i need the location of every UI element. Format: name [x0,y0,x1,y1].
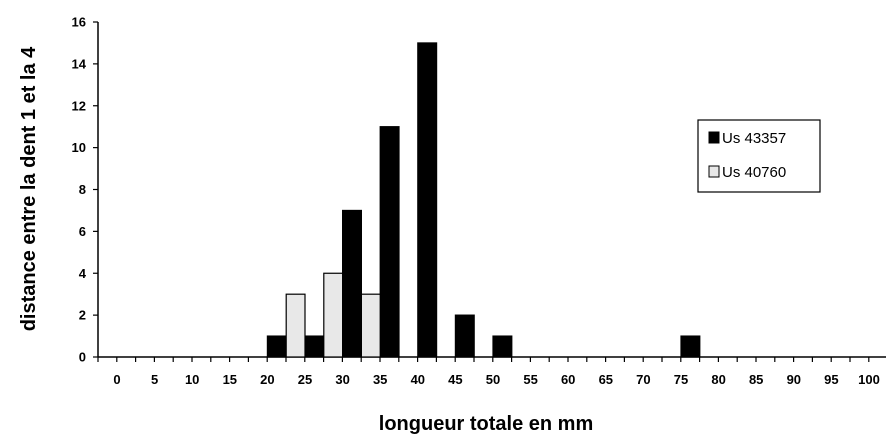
bar-us-43357-45 [454,314,475,358]
legend: Us 43357 Us 40760 [697,119,821,193]
x-tick-label: 10 [185,372,199,387]
bar-us-43357-35 [379,126,400,358]
y-tick-label: 4 [79,266,87,281]
bar-us-43357-30 [342,209,363,358]
y-tick-label: 8 [79,182,86,197]
bar-us-43357-50 [492,335,513,358]
x-tick-label: 80 [711,372,725,387]
bars [266,42,701,358]
x-tick-label: 65 [599,372,613,387]
x-tick-label: 55 [523,372,537,387]
y-tick-label: 14 [72,56,87,71]
x-tick-label: 40 [411,372,425,387]
x-tick-label: 70 [636,372,650,387]
legend-label-us-43357: Us 43357 [722,130,786,147]
y-tick-label: 0 [79,350,86,365]
bar-us-40760-30 [323,272,344,358]
y-tick-label: 10 [72,140,86,155]
x-tick-label: 90 [787,372,801,387]
y-tick-label: 2 [79,308,86,323]
x-axis: 0 5 10 15 20 25 30 35 40 45 50 55 60 65 70 75 80 85 90 95 10… [97,356,886,387]
x-tick-label: 0 [113,372,120,387]
x-tick-label: 100 [858,372,880,387]
legend-swatch-us-40760 [708,165,720,178]
y-axis-title: distance entre la dent 1 et la 4 [18,46,40,331]
x-tick-label: 15 [223,372,237,387]
bar-us-43357-25 [304,335,325,358]
bar-us-43357-75 [680,335,701,358]
bar-us-43357-40 [417,42,438,358]
x-tick-label: 85 [749,372,763,387]
x-tick-label: 60 [561,372,575,387]
bar-us-40760-25 [285,293,306,358]
bar-us-43357-20 [266,335,287,358]
y-tick-label: 16 [72,15,86,30]
x-tick-label: 20 [260,372,274,387]
x-tick-label: 25 [298,372,312,387]
x-tick-label: 35 [373,372,387,387]
y-axis: 0 2 4 6 8 10 12 14 16 [72,15,99,365]
legend-swatch-us-43357 [708,131,720,144]
bar-us-40760-35 [360,293,381,358]
x-tick-label: 75 [674,372,688,387]
x-axis-title: longueur totale en mm [379,413,593,435]
x-tick-label: 5 [151,372,158,387]
x-tick-label: 95 [824,372,838,387]
y-tick-label: 6 [79,224,86,239]
x-tick-label: 45 [448,372,462,387]
x-tick-label: 50 [486,372,500,387]
y-tick-label: 12 [72,98,86,113]
x-tick-label: 30 [335,372,349,387]
legend-label-us-40760: Us 40760 [722,164,786,181]
